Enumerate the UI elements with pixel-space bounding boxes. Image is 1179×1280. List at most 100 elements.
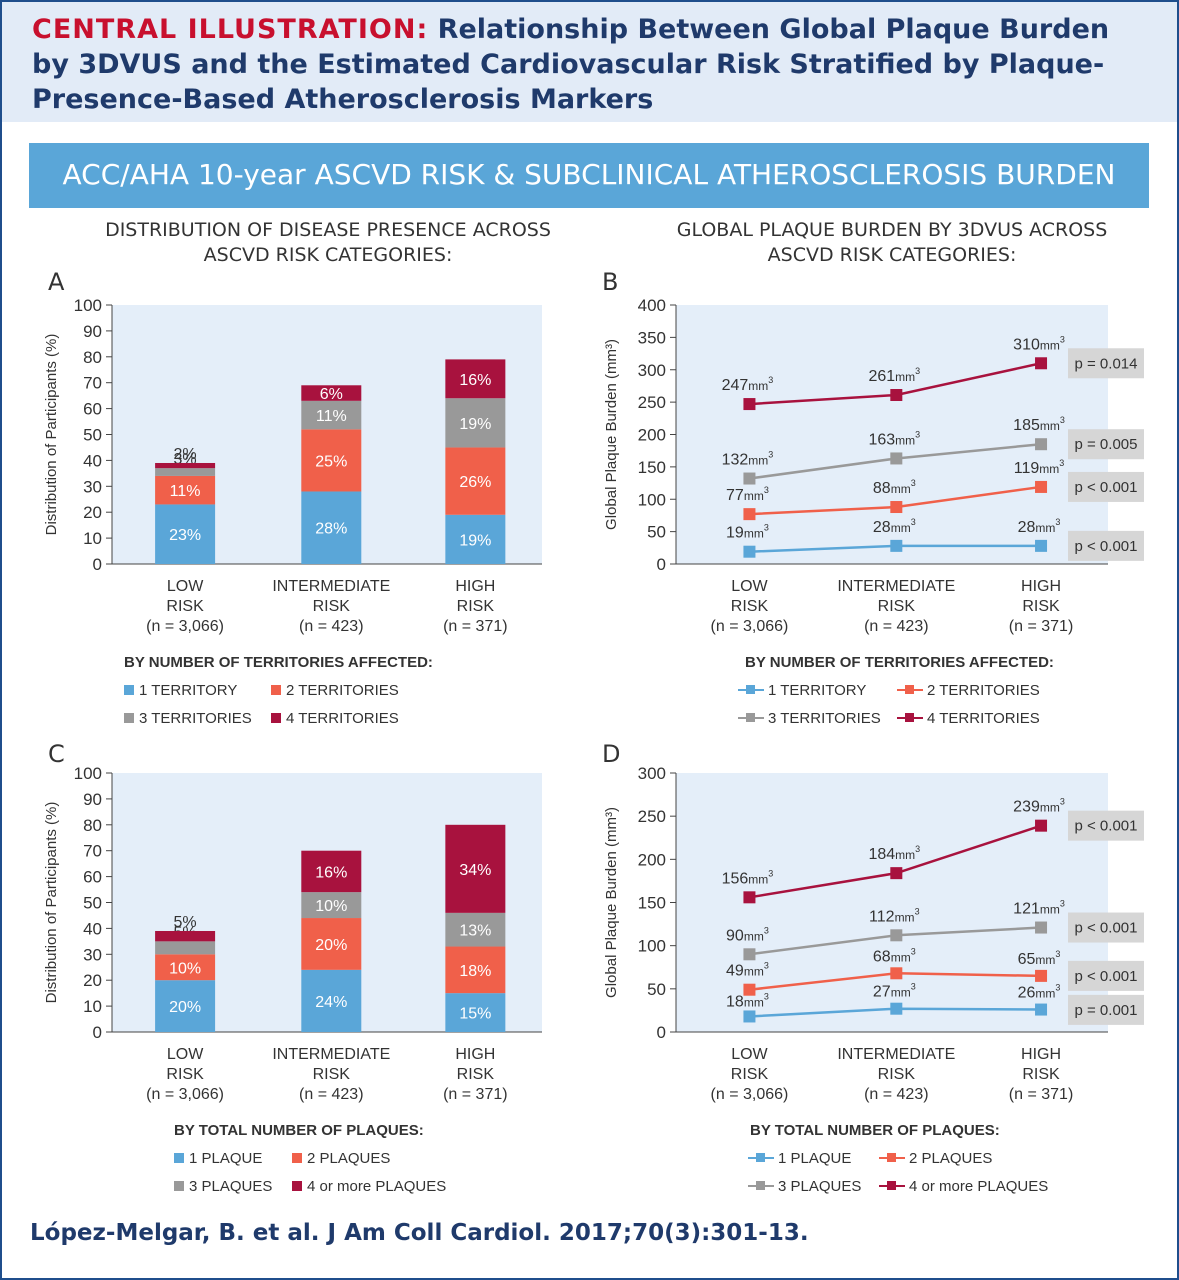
data-point-marker [743,891,756,904]
bar-data-label: 23% [169,527,201,544]
data-point-marker [890,929,903,942]
legend-swatch [174,1181,184,1191]
bar-segment [301,918,362,970]
bar-segment [445,912,506,947]
bar-segment [155,468,216,476]
x-category-label: (n = 3,066) [146,1086,224,1103]
x-category-label: (n = 423) [864,1086,928,1103]
bar-segment [445,824,506,913]
bar-data-label: 13% [459,923,491,940]
y-tick-label: 150 [638,894,666,913]
legend-line-marker [748,1180,774,1192]
y-tick-label: 10 [83,997,102,1016]
bar-data-label: 18% [459,963,491,980]
bar-segment [301,892,362,919]
y-tick-label: 50 [83,426,102,445]
bar-segment [301,491,362,564]
point-data-label: 132mm3 [722,450,774,469]
x-category-label: HIGH [455,1046,495,1063]
point-data-label: 156mm3 [722,868,774,887]
legend-c-item-3: 3 PLAQUES [174,1178,272,1195]
y-tick-label: 80 [83,348,102,367]
y-tick-label: 70 [83,374,102,393]
y-tick-label: 50 [647,980,666,999]
bar-segment [445,993,506,1032]
point-data-label: 239mm3 [1013,797,1065,816]
y-tick-label: 90 [83,790,102,809]
panel-b-letter: B [602,268,619,296]
legend-b-title: BY NUMBER OF TERRITORIES AFFECTED: [745,654,1054,671]
p-value-box [1068,530,1144,561]
p-value-box [1068,810,1144,841]
bar-segment [301,385,362,401]
left-column-heading: DISTRIBUTION OF DISEASE PRESENCE ACROSS … [48,218,608,268]
y-tick-label: 300 [638,361,666,380]
p-value-label: p < 0.001 [1075,479,1138,496]
y-tick-label: 100 [74,764,102,783]
point-data-label: 310mm3 [1013,334,1065,353]
legend-a-item-1: 1 TERRITORY [124,682,237,699]
bar-segment [155,954,216,981]
x-category-label: RISK [878,598,916,615]
data-point-marker [1035,357,1048,370]
bar-segment [301,400,362,430]
y-tick-label: 30 [83,477,102,496]
x-category-label: (n = 3,066) [711,618,789,635]
x-category-label: RISK [313,1066,351,1083]
y-tick-label: 60 [83,400,102,419]
legend-a-item-2: 2 TERRITORIES [271,682,399,699]
y-tick-label: 100 [74,296,102,315]
x-category-label: (n = 371) [443,1086,507,1103]
data-point-marker [890,1002,903,1015]
legend-line-marker [738,712,764,724]
data-point-marker [1035,969,1048,982]
y-tick-label: 90 [83,322,102,341]
legend-d-item-1: 1 PLAQUE [748,1150,851,1167]
data-point-marker [1035,921,1048,934]
x-category-label: RISK [1022,1066,1060,1083]
bar-segment [445,398,506,448]
legend-label: 4 or more PLAQUES [909,1178,1049,1195]
bar-data-label: 15% [459,1006,491,1023]
legend-line-marker [748,1152,774,1164]
data-point-marker [1035,819,1048,832]
data-point-marker [743,948,756,961]
data-point-marker [1035,1003,1048,1016]
y-tick-label: 400 [638,296,666,315]
p-value-box [1068,471,1144,502]
bar-data-label: 5% [174,914,197,931]
legend-c-title: BY TOTAL NUMBER OF PLAQUES: [174,1122,424,1139]
figure-title-text: Relationship Between Global Plaque Burde… [32,14,1110,115]
x-category-label: HIGH [455,578,495,595]
x-category-label: (n = 3,066) [146,618,224,635]
legend-label: 2 TERRITORIES [927,682,1040,699]
data-point-marker [890,452,903,465]
bar-segment [155,980,216,1032]
x-category-label: (n = 423) [864,618,928,635]
y-tick-label: 40 [83,451,102,470]
banner-text: ACC/AHA 10-year ASCVD RISK & SUBCLINICAL… [62,158,1116,191]
legend-d-item-3: 3 PLAQUES [748,1178,861,1195]
plot-area [676,305,1108,564]
y-axis-label: Global Plaque Burden (mm³) [603,807,620,998]
y-tick-label: 80 [83,816,102,835]
y-tick-label: 50 [647,523,666,542]
bar-segment [301,850,362,893]
y-tick-label: 250 [638,807,666,826]
y-tick-label: 0 [93,555,102,574]
legend-label: 3 TERRITORIES [768,710,881,727]
bar-data-label: 6% [320,386,343,403]
legend-a-title: BY NUMBER OF TERRITORIES AFFECTED: [124,654,433,671]
y-tick-label: 40 [83,919,102,938]
bar-segment [155,504,216,564]
legend-a-item-3: 3 TERRITORIES [124,710,252,727]
y-axis-label: Distribution of Participants (%) [43,802,60,1004]
legend-b-item-2: 2 TERRITORIES [897,682,1040,699]
legend-swatch [271,713,281,723]
data-point-marker [743,508,756,521]
bar-segment [301,969,362,1032]
legend-swatch [124,713,134,723]
legend-b-item-4: 4 TERRITORIES [897,710,1040,727]
legend-line-marker [879,1180,905,1192]
legend-label: 1 TERRITORY [768,682,867,699]
